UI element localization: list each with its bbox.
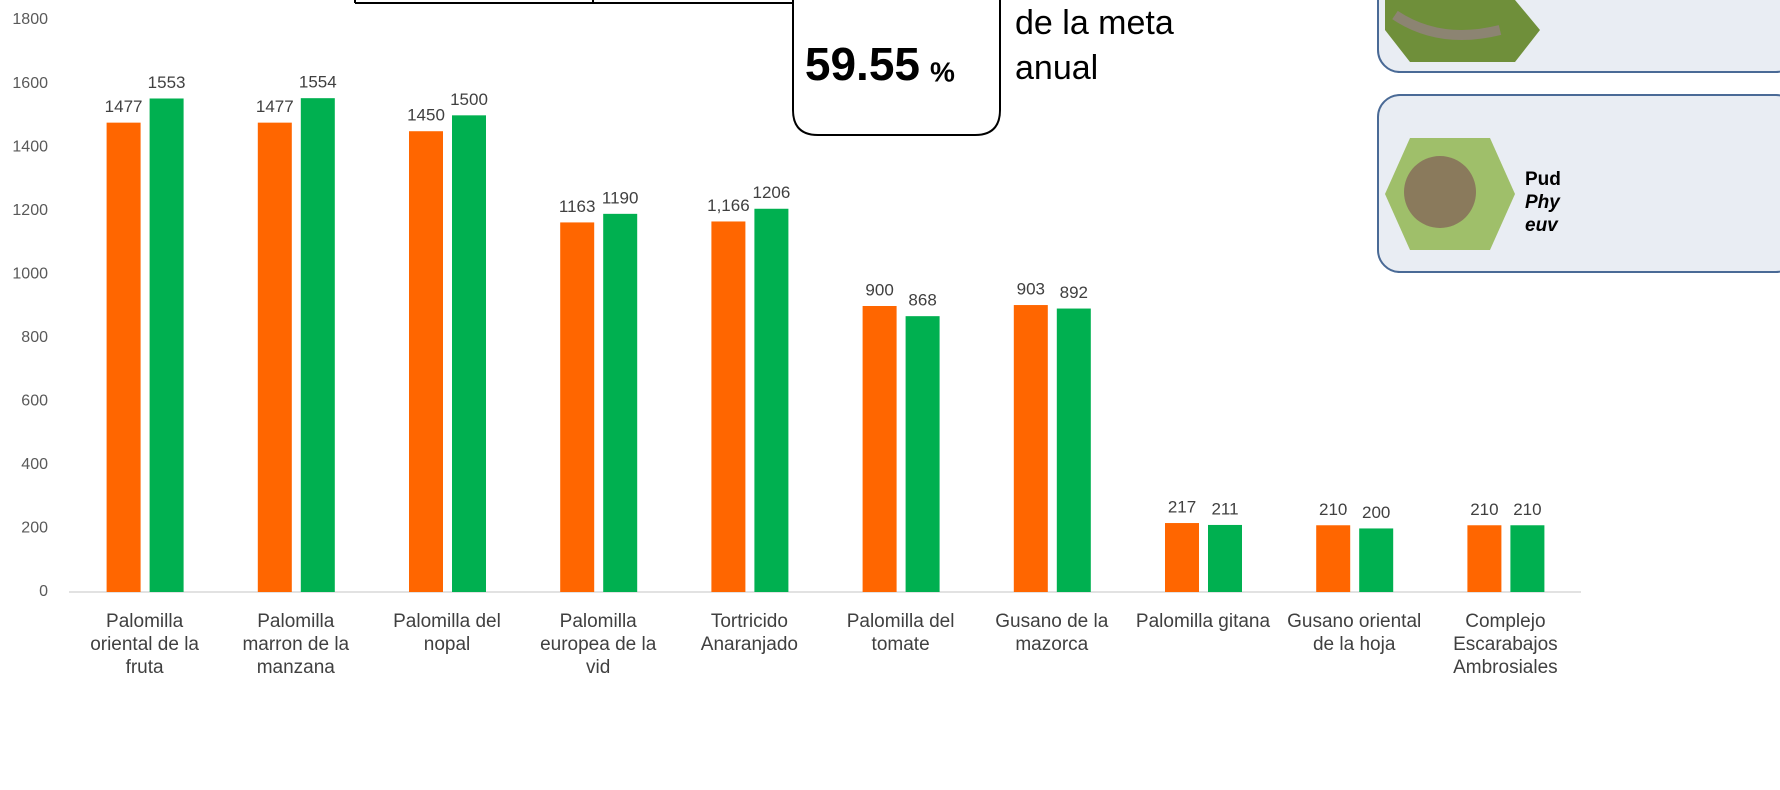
data-label: 1206 bbox=[752, 183, 790, 202]
goal-text: anual bbox=[1015, 49, 1098, 87]
x-tick-label: Palomilla del tomate bbox=[846, 611, 955, 655]
y-tick-label: 600 bbox=[21, 393, 48, 410]
x-tick-label: Gusano de la mazorca bbox=[995, 611, 1109, 655]
x-tick-label: Palomilla gitana bbox=[1135, 611, 1271, 632]
data-label: 1553 bbox=[148, 73, 186, 92]
bar bbox=[754, 208, 789, 592]
bar bbox=[862, 306, 897, 592]
bar bbox=[1510, 525, 1545, 592]
data-label: 892 bbox=[1060, 283, 1088, 302]
data-label: 900 bbox=[865, 280, 893, 299]
y-tick-label: 1200 bbox=[12, 202, 48, 219]
panel-text: Phy bbox=[1525, 192, 1561, 213]
x-tick-label: Gusano oriental de la hoja bbox=[1287, 611, 1422, 655]
data-label: 211 bbox=[1211, 499, 1238, 518]
bar bbox=[560, 222, 595, 592]
data-label: 210 bbox=[1470, 500, 1498, 519]
y-tick-label: 800 bbox=[21, 329, 48, 346]
y-tick-label: 200 bbox=[21, 520, 48, 537]
bar bbox=[1013, 305, 1048, 592]
bar bbox=[1316, 525, 1351, 592]
bar bbox=[1467, 525, 1502, 592]
y-tick-label: 0 bbox=[39, 583, 48, 600]
y-tick-label: 1400 bbox=[12, 138, 48, 155]
data-label: 1554 bbox=[299, 73, 337, 92]
panel-text: Pud bbox=[1525, 169, 1561, 190]
bar bbox=[711, 221, 746, 592]
data-label: 210 bbox=[1319, 500, 1347, 519]
bar bbox=[106, 122, 141, 593]
x-tick-label: Palomilla del nopal bbox=[393, 611, 501, 655]
bar bbox=[257, 122, 292, 593]
bar bbox=[452, 115, 486, 592]
x-tick-label: Palomilla oriental de la fruta bbox=[90, 611, 199, 678]
percent-box bbox=[792, 0, 1001, 136]
x-tick-label: Palomilla europea de la vid bbox=[540, 611, 657, 678]
data-label: 1477 bbox=[105, 97, 143, 116]
panel-image bbox=[1404, 156, 1476, 228]
bar bbox=[1359, 528, 1394, 592]
panel-image bbox=[1392, 10, 1502, 40]
bar bbox=[1056, 308, 1091, 592]
y-tick-label: 1600 bbox=[12, 75, 48, 92]
data-label: 1190 bbox=[602, 188, 639, 207]
data-label: 903 bbox=[1017, 280, 1045, 299]
bar bbox=[1165, 523, 1199, 592]
y-tick-label: 1800 bbox=[12, 11, 48, 28]
bar bbox=[603, 213, 638, 592]
data-label: 200 bbox=[1362, 503, 1390, 522]
goal-text: de la meta bbox=[1015, 4, 1174, 42]
percent-value: 59.55 bbox=[805, 38, 920, 90]
x-tick-label: Palomilla marron de la manzana bbox=[242, 611, 350, 678]
data-label: 868 bbox=[908, 291, 936, 310]
panel-text: euv bbox=[1525, 215, 1559, 236]
data-label: 1477 bbox=[256, 97, 294, 116]
data-label: 1,166 bbox=[707, 196, 750, 215]
bar bbox=[409, 131, 443, 592]
data-label: 210 bbox=[1513, 500, 1541, 519]
x-tick-label: Complejo Escarabajos Ambrosiales bbox=[1453, 611, 1558, 678]
bar bbox=[300, 98, 335, 592]
y-tick-label: 1000 bbox=[12, 265, 48, 282]
bar bbox=[149, 98, 184, 592]
bar bbox=[1208, 524, 1242, 592]
data-label: 1500 bbox=[450, 90, 488, 109]
y-tick-label: 400 bbox=[21, 456, 48, 473]
bar bbox=[905, 316, 940, 592]
percent-sign: % bbox=[930, 56, 955, 87]
data-label: 1163 bbox=[559, 197, 596, 216]
data-label: 1450 bbox=[407, 106, 445, 125]
data-label: 217 bbox=[1168, 498, 1196, 517]
x-tick-label: Tortricido Anaranjado bbox=[700, 611, 798, 655]
